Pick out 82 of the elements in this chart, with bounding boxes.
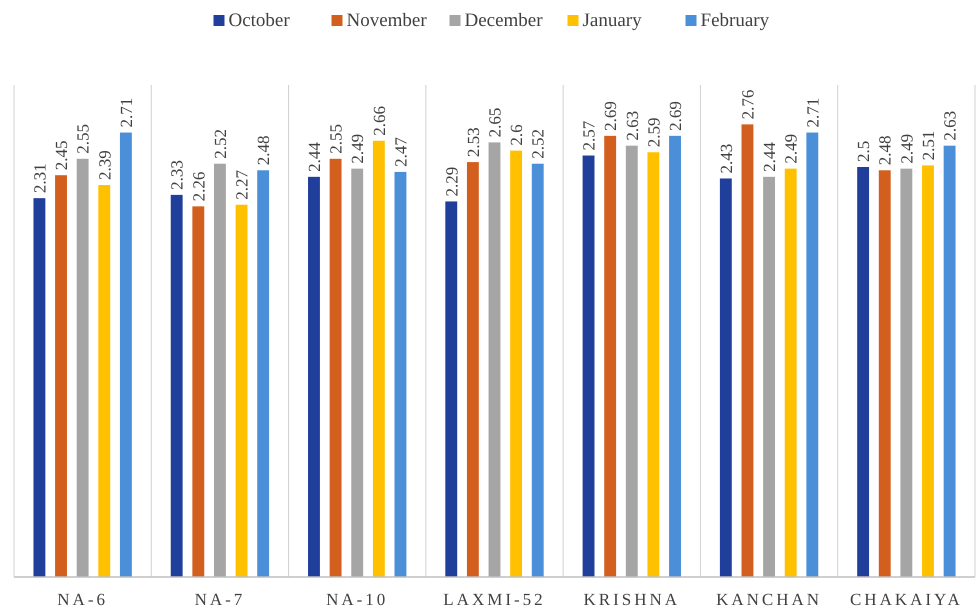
data-label: 2.44 [304, 142, 324, 172]
data-label: 2.69 [601, 101, 620, 131]
bar [257, 170, 270, 577]
bar [76, 158, 89, 577]
x-tick-label: NA-7 [194, 590, 246, 609]
legend-label: October [228, 10, 290, 31]
data-label: 2.71 [116, 98, 136, 128]
bar [55, 175, 67, 577]
data-label: 2.6 [507, 124, 526, 146]
bar [742, 124, 754, 577]
data-label: 2.63 [622, 110, 642, 141]
bar [236, 204, 248, 577]
bar [784, 168, 797, 577]
bar [394, 172, 406, 577]
bar [510, 150, 522, 577]
data-label: 2.76 [738, 90, 758, 120]
x-tick-label: KRISHNA [584, 590, 680, 609]
data-label: 2.71 [803, 98, 822, 128]
bar [120, 132, 132, 577]
legend-label: December [464, 10, 544, 31]
data-label: 2.31 [30, 163, 50, 194]
bar [170, 194, 183, 577]
data-label: 2.52 [528, 128, 548, 159]
data-label: 2.47 [391, 136, 410, 167]
x-tick-label: CHAKAIYA [850, 590, 963, 609]
data-label: 2.55 [74, 124, 93, 154]
bar [466, 162, 479, 577]
data-label: 2.66 [370, 106, 389, 136]
data-label: 2.63 [940, 110, 960, 141]
data-label: 2.48 [254, 136, 274, 166]
bar [98, 185, 110, 577]
bar [532, 164, 544, 577]
data-label: 2.49 [782, 134, 801, 164]
data-label: 2.69 [666, 101, 686, 131]
bar [647, 152, 660, 577]
bar [582, 156, 594, 577]
bar [626, 146, 638, 577]
bar [351, 168, 364, 577]
bar [669, 136, 681, 577]
bar [878, 170, 891, 577]
legend-label: November [346, 10, 428, 31]
data-label: 2.53 [464, 127, 483, 158]
bar [944, 146, 956, 577]
x-tick-label: LAXMI-52 [443, 590, 546, 609]
bar [192, 206, 204, 577]
bar [488, 142, 500, 577]
data-label: 2.52 [210, 128, 230, 159]
data-label: 2.48 [876, 136, 895, 166]
bar [214, 164, 226, 577]
bar [604, 136, 616, 577]
data-label: 2.29 [442, 166, 462, 196]
legend-label: February [700, 10, 770, 31]
data-label: 2.33 [168, 160, 187, 190]
data-label: 2.51 [918, 130, 938, 160]
bar [330, 158, 342, 577]
legend-label: January [582, 10, 642, 31]
bar [763, 176, 776, 577]
data-label: 2.65 [486, 108, 504, 138]
bar [308, 176, 320, 577]
bar [857, 167, 870, 577]
bar [445, 201, 458, 577]
x-tick-label: NA-10 [326, 590, 388, 609]
data-label: 2.43 [716, 144, 736, 174]
bar [720, 178, 732, 577]
data-label: 2.44 [760, 142, 780, 172]
data-label: 2.26 [189, 172, 208, 202]
bar [922, 165, 934, 577]
x-tick-label: NA-6 [57, 590, 108, 609]
data-label: 2.5 [854, 140, 874, 162]
bar [806, 132, 818, 577]
data-label: 2.55 [326, 124, 346, 154]
data-label: 2.59 [644, 117, 664, 148]
bar [33, 198, 46, 577]
data-label: 2.57 [580, 120, 599, 151]
data-label: 2.39 [95, 150, 114, 180]
bar [372, 140, 385, 577]
data-label: 2.27 [232, 169, 252, 200]
x-tick-label: KANCHAN [716, 590, 822, 609]
data-label: 2.49 [897, 134, 916, 164]
data-label: 2.45 [52, 140, 72, 170]
bar [900, 168, 912, 577]
data-label: 2.49 [348, 134, 368, 164]
